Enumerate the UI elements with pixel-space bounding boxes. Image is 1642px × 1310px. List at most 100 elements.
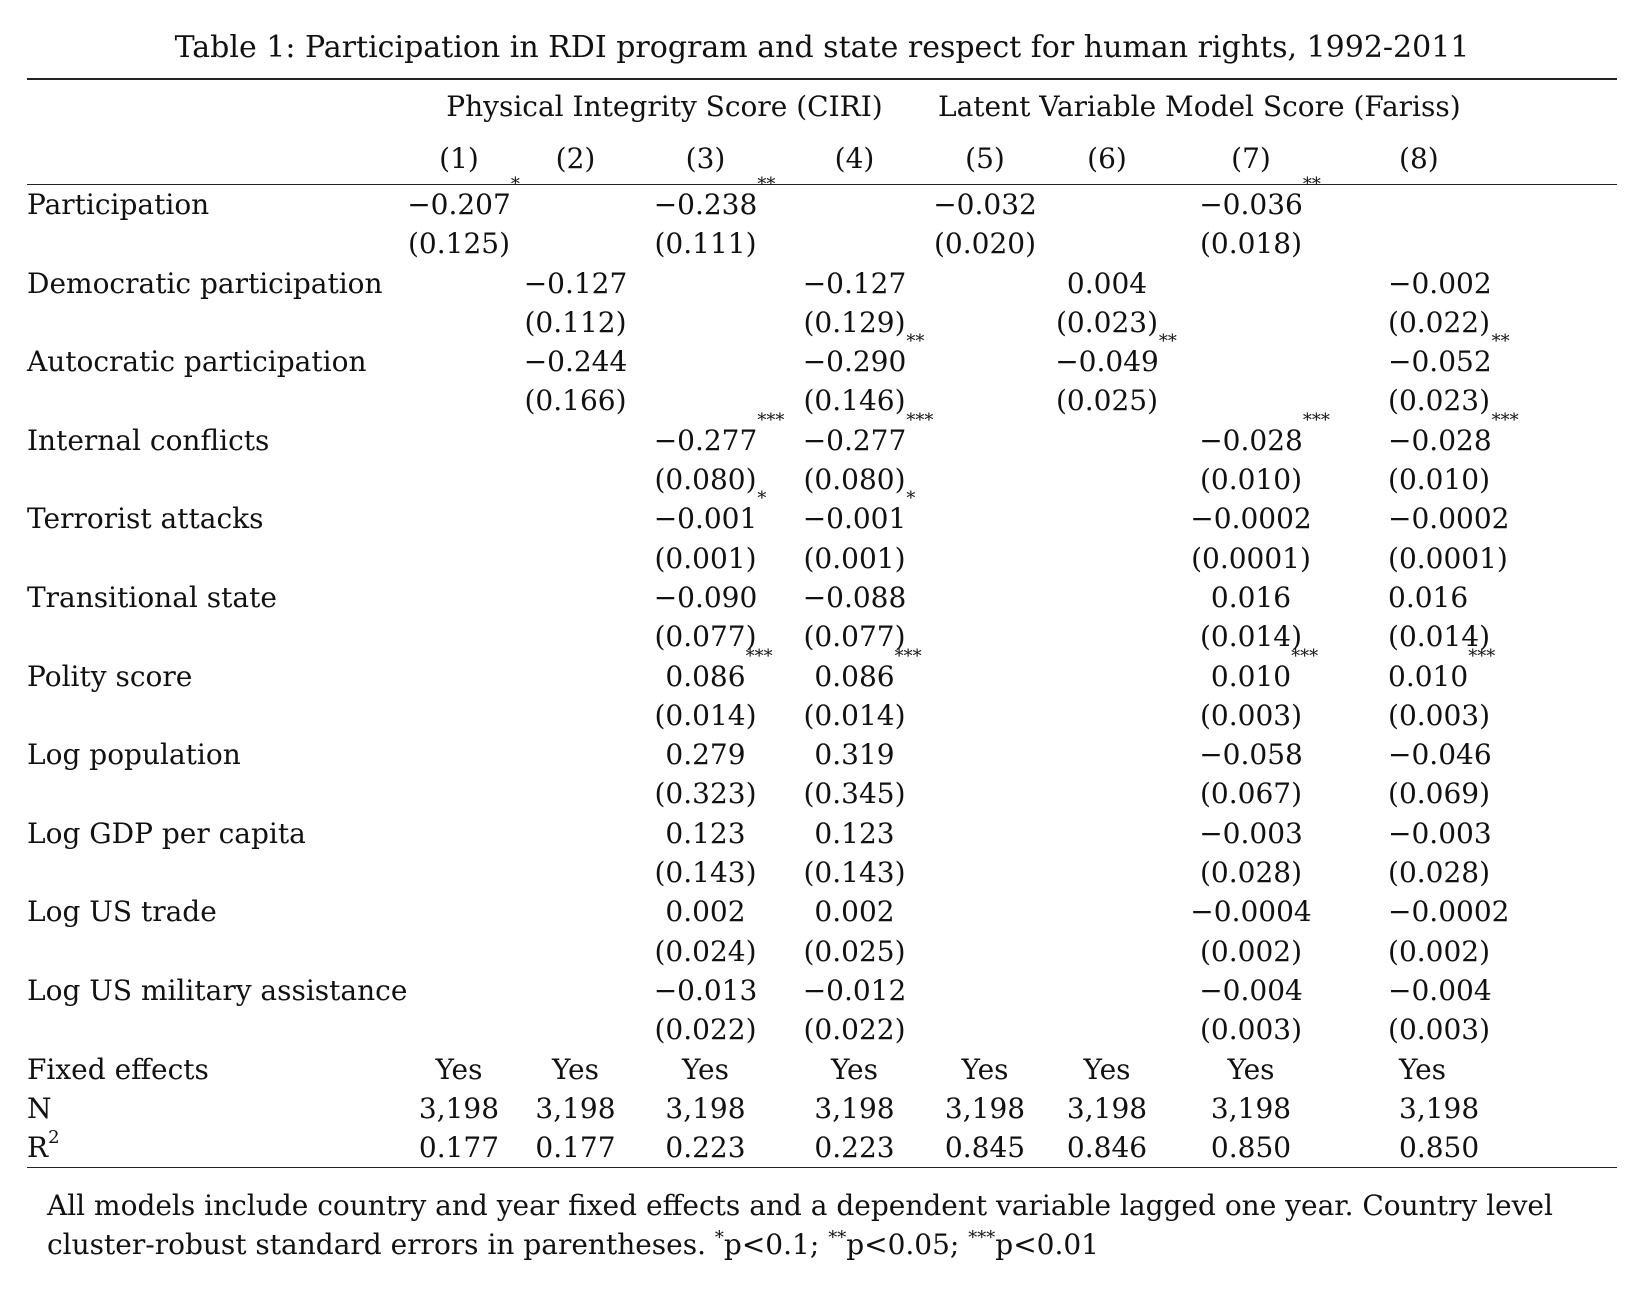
significance-stars: ** <box>757 174 776 195</box>
standard-error-cell-value: (0.002) <box>1388 934 1491 968</box>
column-number: (2) <box>555 142 596 175</box>
standard-error-cell-value: (0.014) <box>1388 620 1491 654</box>
standard-error-cell-value: (0.023) <box>1056 305 1159 339</box>
standard-error-cell-value: (0.143) <box>803 856 906 890</box>
statistic-cell: 3,198 <box>1399 1089 1479 1128</box>
coefficient-row: Participation −0.207 * −0.238 ** −0.032 −0.036… <box>27 176 1618 225</box>
statistic-cell: 0.850 <box>1399 1128 1479 1167</box>
coefficient-row: Democratic participation −0.127 −0.127 0.00… <box>27 264 1617 303</box>
coefficient-cell-value: −0.001 <box>653 502 758 536</box>
coefficient-cell-value: −0.127 <box>802 266 907 300</box>
statistic-cell: 3,198 <box>1067 1089 1147 1128</box>
statistic-cell-value: 3,198 <box>535 1091 616 1125</box>
group-header-row: Physical Integrity Score (CIRI) Latent V… <box>27 78 1618 134</box>
coefficient-cell-value: −0.207 <box>407 188 511 221</box>
coefficient-cell: −0.0002 <box>1190 499 1311 538</box>
table-caption: Table 1: Participation in RDI program an… <box>174 30 1470 65</box>
standard-error-cell-value: (0.111) <box>654 227 757 261</box>
coefficient-cell-value: −0.028 <box>1199 423 1303 457</box>
statistic-cell-value: Yes <box>1227 1052 1275 1086</box>
variable-label: Log population <box>27 738 241 772</box>
coefficient-cell-value: −0.012 <box>802 973 907 1007</box>
coefficient-cell-value: 0.002 <box>665 895 746 929</box>
coefficient-cell: 0.004 <box>1067 264 1147 303</box>
statistic-cell-value: 0.223 <box>814 1131 895 1165</box>
sig-level-3: p<0.01 <box>995 1228 1099 1262</box>
coefficient-cell: 0.002 <box>665 892 745 931</box>
coefficient-cell-value: −0.046 <box>1388 738 1492 772</box>
coefficient-cell-value: −0.238 <box>653 188 758 221</box>
coefficient-row: Log US trade 0.002 0.002 −0.0004 −0.0002 <box>27 892 1617 931</box>
statistic-cell-value: 0.177 <box>535 1131 616 1165</box>
variable-label: Internal conflicts <box>27 423 270 457</box>
standard-error-cell-value: (0.002) <box>1200 934 1303 968</box>
coefficient-cell-value: −0.277 <box>653 423 758 457</box>
statistic-cell: Yes <box>436 1050 483 1089</box>
coefficient-cell: −0.207 * <box>407 176 520 224</box>
significance-stars: *** <box>757 409 785 431</box>
statistic-cell: 3,198 <box>1211 1089 1291 1128</box>
coefficient-cell: −0.277 *** <box>653 411 785 460</box>
statistic-label: R2 <box>27 1128 399 1169</box>
statistic-cell-value: Yes <box>682 1052 729 1086</box>
coefficient-cell-value: −0.244 <box>523 345 628 379</box>
standard-error-cell-value: (0.077) <box>654 620 757 654</box>
coefficient-cell: −0.004 <box>1388 971 1492 1010</box>
coefficient-cell: −0.277 *** <box>803 411 934 460</box>
standard-error-cell: (0.112) <box>524 303 626 342</box>
standard-error-cell-value: (0.020) <box>934 227 1037 261</box>
significance-stars: ** <box>1302 174 1321 195</box>
coefficient-cell: −0.032 <box>933 185 1037 224</box>
coefficient-cell-value: −0.0002 <box>1190 502 1312 536</box>
coefficient-cell: −0.127 <box>524 264 628 303</box>
coefficient-cell-value: −0.088 <box>802 580 907 614</box>
statistic-cell: Yes <box>831 1050 878 1089</box>
standard-error-cell-value: (0.080) <box>654 463 757 497</box>
standard-error-cell: (0.003) <box>1388 1010 1490 1049</box>
variable-label: Participation <box>27 184 399 225</box>
statistic-cell-value: Yes <box>1399 1052 1447 1086</box>
coefficient-cell: −0.046 <box>1388 735 1492 774</box>
coefficient-row: Polity score 0.086 *** 0.086 *** 0.010 *** 0.01… <box>27 647 1617 696</box>
standard-error-cell-value: (0.001) <box>654 541 757 575</box>
coefficient-cell-value: 0.319 <box>814 738 895 772</box>
coefficient-cell: −0.238 ** <box>653 176 776 224</box>
coefficient-cell: 0.319 <box>814 735 894 774</box>
coefficient-cell-value: 0.004 <box>1066 266 1148 300</box>
standard-error-row: (0.080) (0.080) (0.010) (0.010) <box>27 460 1617 499</box>
statistic-cell: 3,198 <box>814 1089 894 1128</box>
standard-error-row: (0.112) (0.129) (0.023) (0.022) <box>27 303 1617 342</box>
standard-error-cell: (0.129) <box>804 303 906 342</box>
standard-error-cell: (0.022) <box>654 1010 756 1049</box>
group-header-ciri: Physical Integrity Score (CIRI) <box>399 78 931 134</box>
standard-error-cell-value: (0.003) <box>1388 698 1491 732</box>
standard-error-cell: (0.003) <box>1200 1010 1302 1049</box>
standard-error-cell: (0.014) <box>804 696 906 735</box>
coefficient-cell: 0.016 <box>1211 578 1291 617</box>
coefficient-row: Transitional state −0.090 −0.088 0.016 0.016 <box>27 578 1617 617</box>
column-number: (8) <box>1399 142 1439 175</box>
standard-error-cell: (0.080) <box>804 460 906 499</box>
statistic-cell-value: Yes <box>435 1052 483 1086</box>
standard-error-cell-value: (0.067) <box>1200 777 1303 811</box>
coefficient-cell: −0.001 * <box>653 490 767 538</box>
coefficient-cell-value: 0.002 <box>814 895 895 929</box>
statistic-cell-value: 0.177 <box>418 1131 500 1165</box>
coefficient-cell: −0.058 <box>1199 735 1303 774</box>
coefficient-cell-value: −0.0002 <box>1388 502 1510 536</box>
standard-error-cell: (0.014) <box>1200 617 1302 656</box>
statistic-cell: Yes <box>962 1050 1009 1089</box>
standard-error-cell: (0.018) <box>1200 224 1302 263</box>
coefficient-cell: −0.0002 <box>1388 499 1509 538</box>
standard-error-cell: (0.022) <box>804 1010 906 1049</box>
statistic-cell: 0.850 <box>1211 1128 1291 1167</box>
coefficient-cell: −0.036 ** <box>1199 176 1321 224</box>
statistic-cell-value: Yes <box>961 1052 1009 1086</box>
standard-error-cell-value: (0.024) <box>654 934 757 968</box>
statistic-cell: 0.177 <box>535 1128 615 1167</box>
significance-stars: *** <box>894 645 922 667</box>
standard-error-cell-value: (0.129) <box>803 305 906 339</box>
coefficient-cell-value: −0.058 <box>1199 738 1303 772</box>
coefficient-cell-value: 0.123 <box>814 816 895 850</box>
variable-label: Log US trade <box>27 895 217 929</box>
